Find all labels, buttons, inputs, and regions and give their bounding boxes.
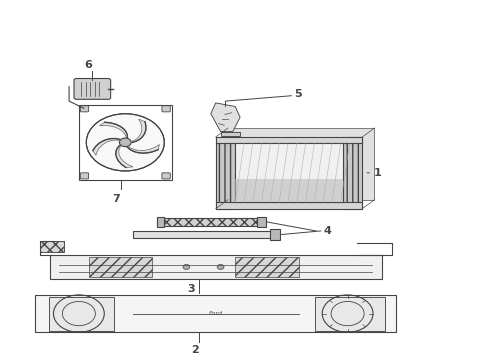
FancyBboxPatch shape: [343, 137, 362, 209]
Polygon shape: [127, 145, 159, 153]
Circle shape: [86, 114, 164, 171]
Circle shape: [120, 138, 131, 147]
Text: 2: 2: [191, 345, 198, 355]
Text: 5: 5: [294, 89, 301, 99]
FancyBboxPatch shape: [162, 173, 170, 179]
FancyBboxPatch shape: [235, 179, 343, 202]
FancyBboxPatch shape: [80, 173, 89, 179]
FancyBboxPatch shape: [162, 106, 170, 112]
Text: 7: 7: [112, 194, 120, 204]
Text: 1: 1: [373, 168, 381, 178]
FancyBboxPatch shape: [315, 297, 385, 330]
FancyBboxPatch shape: [74, 78, 111, 99]
FancyBboxPatch shape: [80, 106, 89, 112]
FancyBboxPatch shape: [216, 137, 362, 143]
Circle shape: [217, 265, 224, 270]
FancyBboxPatch shape: [79, 105, 172, 180]
Text: 6: 6: [84, 59, 92, 69]
FancyBboxPatch shape: [270, 229, 280, 240]
Text: 4: 4: [323, 226, 331, 236]
FancyBboxPatch shape: [220, 132, 240, 136]
FancyBboxPatch shape: [235, 143, 343, 202]
FancyBboxPatch shape: [235, 257, 299, 277]
Circle shape: [183, 265, 190, 270]
FancyBboxPatch shape: [35, 295, 396, 332]
Text: 3: 3: [187, 284, 195, 294]
FancyBboxPatch shape: [133, 230, 279, 238]
Polygon shape: [99, 122, 127, 138]
FancyBboxPatch shape: [49, 297, 114, 330]
FancyBboxPatch shape: [157, 217, 164, 227]
Polygon shape: [132, 119, 146, 142]
FancyBboxPatch shape: [40, 241, 64, 252]
FancyBboxPatch shape: [228, 128, 374, 200]
Polygon shape: [211, 103, 240, 132]
FancyBboxPatch shape: [257, 217, 266, 227]
FancyBboxPatch shape: [49, 255, 382, 279]
FancyBboxPatch shape: [216, 202, 362, 209]
FancyBboxPatch shape: [89, 257, 152, 277]
Polygon shape: [93, 139, 120, 155]
Polygon shape: [116, 145, 133, 167]
Text: Ford: Ford: [209, 311, 223, 316]
FancyBboxPatch shape: [157, 218, 265, 226]
FancyBboxPatch shape: [216, 137, 235, 209]
